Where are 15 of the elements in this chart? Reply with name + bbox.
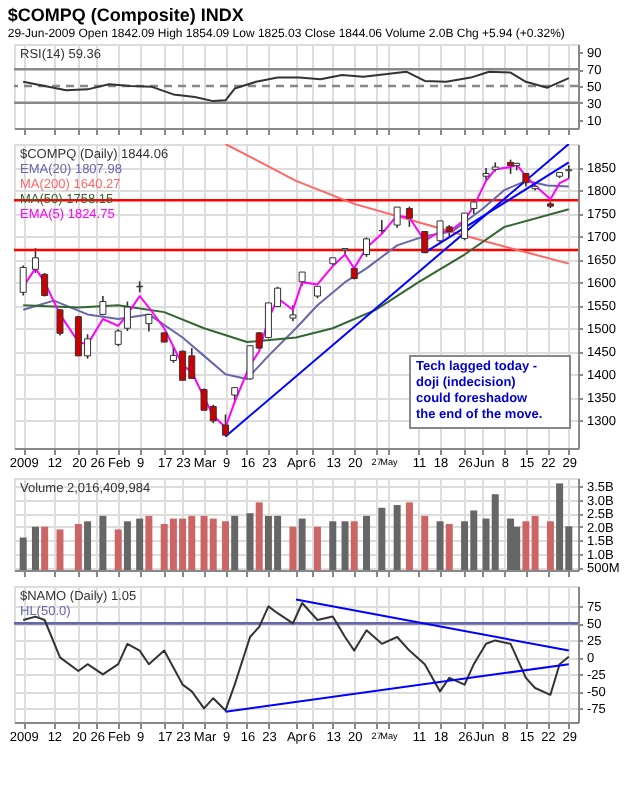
candlestick	[31, 247, 39, 274]
candlestick	[461, 212, 469, 242]
candlestick	[565, 164, 573, 180]
line-series	[22, 602, 570, 712]
candlestick	[405, 205, 413, 228]
line-series	[224, 144, 570, 265]
line-series	[22, 208, 570, 344]
candlestick	[19, 264, 27, 297]
candlestick	[421, 231, 429, 254]
chart-title: $COMPQ (Composite) INDX	[7, 5, 244, 25]
candlestick	[56, 308, 64, 337]
candlestick	[123, 300, 131, 332]
line-series	[22, 70, 570, 103]
line-series	[22, 179, 570, 380]
candlestick	[393, 206, 401, 229]
